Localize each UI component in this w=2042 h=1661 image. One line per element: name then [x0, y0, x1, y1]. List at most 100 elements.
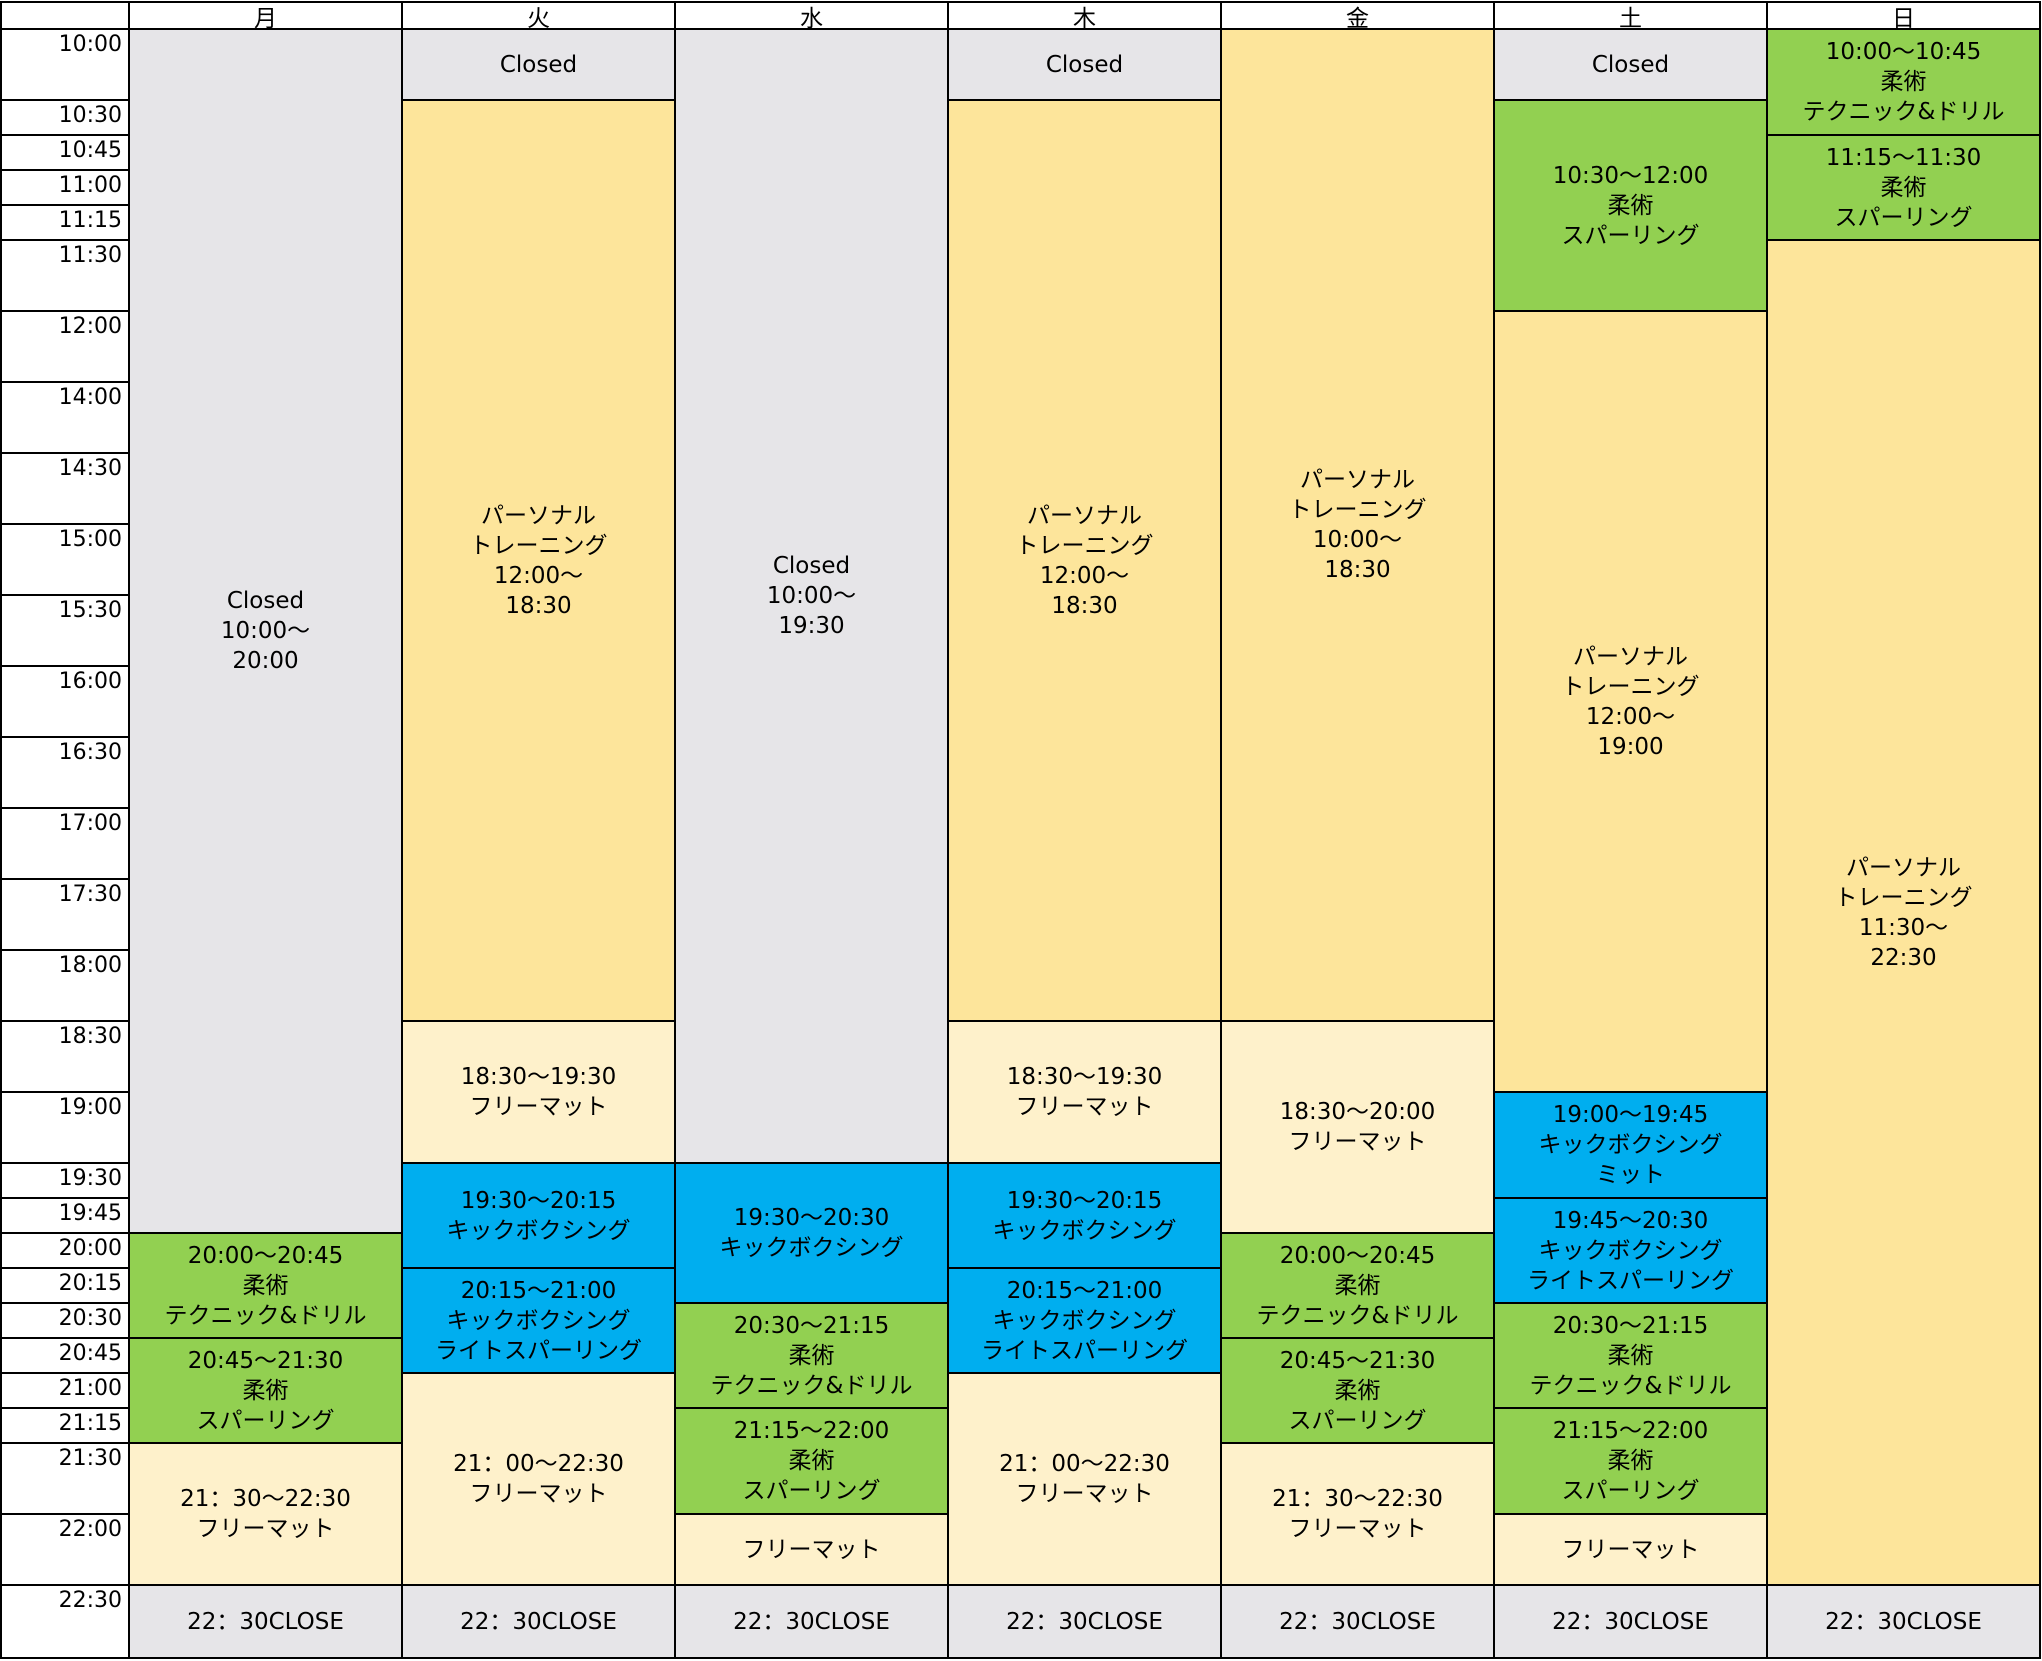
- time-label: 20:45: [0, 1337, 130, 1374]
- schedule-block-free: 18:30～20:00 フリーマット: [1220, 1020, 1495, 1234]
- schedule-block-free: 21：30～22:30 フリーマット: [1220, 1442, 1495, 1586]
- schedule-block-closed: Closed: [947, 28, 1222, 101]
- block-text-line: スパーリング: [1834, 204, 1973, 231]
- block-text-line: 18:30: [1324, 557, 1391, 583]
- schedule-block-jujutsu: 21:15～22:00 柔術 スパーリング: [1493, 1407, 1768, 1515]
- schedule-block-jujutsu: 20:00～20:45 柔術テクニック&ドリル: [1220, 1232, 1495, 1339]
- schedule-block-kick: 19:30～20:15 キックボクシング: [401, 1162, 676, 1269]
- day-header: 月: [128, 1, 403, 32]
- block-text-line: 12:00～: [1039, 562, 1130, 589]
- time-label: 21:00: [0, 1372, 130, 1409]
- block-text-line: 20:00: [232, 648, 299, 674]
- schedule-block-closed: 22：30CLOSE: [1220, 1584, 1495, 1659]
- block-text-line: 22:30: [1870, 944, 1937, 971]
- time-label: 15:30: [0, 594, 130, 667]
- time-label: 20:00: [0, 1232, 130, 1269]
- time-label: 18:00: [0, 949, 130, 1022]
- block-text-line: 12:00～: [493, 562, 584, 589]
- block-text-line: ミット: [1596, 1162, 1665, 1188]
- block-text-line: 柔術: [1607, 1448, 1654, 1474]
- schedule-block-jujutsu: 10:30～12:00 柔術 スパーリング: [1493, 99, 1768, 312]
- time-label: 12:00: [0, 310, 130, 383]
- block-text-line: パーソナル: [1300, 467, 1415, 493]
- block-text-line: 18:30～19:30: [1006, 1064, 1163, 1090]
- time-label: 20:15: [0, 1267, 130, 1304]
- schedule-block-free: 18:30～19:30 フリーマット: [947, 1020, 1222, 1164]
- schedule-block-jujutsu: 20:45～21:30 柔術 スパーリング: [128, 1337, 403, 1444]
- schedule-block-jujutsu: 11:15～11:30 柔術 スパーリング: [1766, 134, 2041, 241]
- block-text-line: スパーリング: [1561, 1478, 1700, 1504]
- block-text-line: 柔術: [1880, 174, 1927, 201]
- block-text-line: Closed: [226, 588, 305, 614]
- block-text-line: 19:30～20:30: [733, 1205, 890, 1231]
- schedule-block-free: 21：00～22:30 フリーマット: [401, 1372, 676, 1586]
- schedule-block-jujutsu: 21:15～22:00 柔術 スパーリング: [674, 1407, 949, 1515]
- schedule-block-closed: Closed: [1493, 28, 1768, 101]
- day-header: 土: [1493, 1, 1768, 32]
- block-text-line: テクニック&ドリル: [164, 1302, 367, 1329]
- block-text-line: パーソナル: [1846, 854, 1961, 881]
- schedule-block-free: 21：30～22:30 フリーマット: [128, 1442, 403, 1586]
- block-text-line: 柔術: [1334, 1272, 1381, 1299]
- block-text-line: スパーリング: [742, 1478, 881, 1504]
- block-text-line: 19:00～19:45: [1552, 1102, 1709, 1128]
- block-text-line: 10:00～10:45: [1825, 39, 1982, 65]
- schedule-block-kick: 19:45～20:30 キックボクシング ライトスパーリング: [1493, 1197, 1768, 1304]
- schedule-block-jujutsu: 20:30～21:15 柔術 テクニック&ドリル: [674, 1302, 949, 1409]
- block-text-line: 柔術: [788, 1342, 835, 1369]
- block-text-line: 10:00～: [220, 618, 311, 644]
- block-text-line: 10:30～12:00: [1552, 162, 1709, 189]
- block-text-line: 19:30～20:15: [1006, 1187, 1163, 1214]
- schedule-block-personal: パーソナル トレーニング 11:30～ 22:30: [1766, 239, 2041, 1586]
- block-text-line: Closed: [772, 553, 851, 579]
- block-text-line: 20:00～20:45: [1279, 1242, 1436, 1269]
- time-label: 22:30: [0, 1584, 130, 1659]
- block-text-line: トレーニング: [1288, 497, 1427, 523]
- block-text-line: Closed: [499, 51, 578, 78]
- block-text-line: フリーマット: [1015, 1094, 1154, 1120]
- time-label: 14:30: [0, 452, 130, 525]
- time-label: 15:00: [0, 523, 130, 596]
- block-text-line: スパーリング: [1561, 222, 1700, 249]
- time-label: 16:00: [0, 665, 130, 738]
- block-text-line: テクニック&ドリル: [1529, 1372, 1732, 1399]
- block-text-line: スパーリング: [196, 1407, 335, 1434]
- block-text-line: キックボクシング: [992, 1307, 1177, 1334]
- day-header: 火: [401, 1, 676, 32]
- block-text-line: 22：30CLOSE: [460, 1608, 617, 1635]
- block-text-line: 21:15～22:00: [733, 1418, 890, 1444]
- time-label: 21:30: [0, 1442, 130, 1515]
- day-header: 金: [1220, 1, 1495, 32]
- block-text-line: Closed: [1045, 51, 1124, 78]
- block-text-line: 20:30～21:15: [1552, 1312, 1709, 1339]
- time-label: 14:00: [0, 381, 130, 454]
- schedule-block-free: 18:30～19:30 フリーマット: [401, 1020, 676, 1164]
- block-text-line: 19:30: [778, 613, 845, 639]
- schedule-block-jujutsu: 10:00～10:45 柔術 テクニック&ドリル: [1766, 28, 2041, 136]
- schedule-block-free: フリーマット: [1493, 1513, 1768, 1586]
- block-text-line: トレーニング: [1834, 884, 1973, 911]
- block-text-line: 19:45～20:30: [1552, 1207, 1709, 1234]
- block-text-line: 12:00～: [1585, 703, 1676, 730]
- block-text-line: 22：30CLOSE: [1006, 1608, 1163, 1635]
- schedule-block-jujutsu: 20:00～20:45 柔術 テクニック&ドリル: [128, 1232, 403, 1339]
- block-text-line: パーソナル: [481, 502, 596, 529]
- block-text-line: 18:30: [505, 592, 572, 619]
- block-text-line: キックボクシング: [1538, 1132, 1723, 1158]
- block-text-line: 柔術: [1880, 69, 1927, 95]
- block-text-line: キックボクシング: [446, 1217, 631, 1244]
- time-label: 11:30: [0, 239, 130, 312]
- block-text-line: トレーニング: [469, 532, 608, 559]
- schedule-block-kick: 20:15～21:00 キックボクシング ライトスパーリング: [401, 1267, 676, 1374]
- block-text-line: テクニック&ドリル: [1256, 1302, 1459, 1329]
- block-text-line: テクニック&ドリル: [710, 1372, 913, 1399]
- block-text-line: ライトスパーリング: [1527, 1267, 1734, 1294]
- block-text-line: 19:30～20:15: [460, 1187, 617, 1214]
- schedule-block-personal: パーソナル トレーニング 12:00～ 19:00: [1493, 310, 1768, 1093]
- block-text-line: Closed: [1591, 51, 1670, 78]
- block-text-line: 柔術: [242, 1272, 289, 1299]
- block-text-line: 柔術: [1334, 1377, 1381, 1404]
- day-header: 水: [674, 1, 949, 32]
- block-text-line: 22：30CLOSE: [1825, 1608, 1982, 1635]
